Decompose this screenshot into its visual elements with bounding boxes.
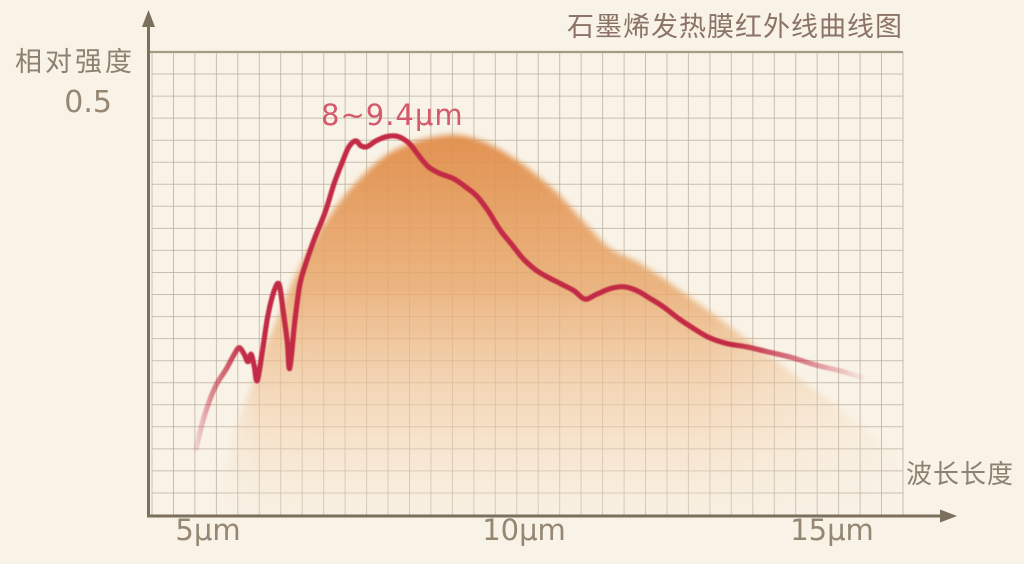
y-axis-tick-0-5: 0.5 <box>64 85 112 120</box>
y-axis-arrow-icon <box>142 10 155 27</box>
y-axis-label: 相对强度 <box>15 47 135 78</box>
peak-range-annotation: 8~9.4μm <box>321 98 464 132</box>
emission-area-path <box>213 134 904 515</box>
axes <box>142 10 957 523</box>
x-axis-tick-15um: 15μm <box>790 513 874 547</box>
intensity-curve <box>193 133 865 451</box>
x-axis-label: 波长长度 <box>906 460 1015 490</box>
x-axis-tick-5um: 5μm <box>175 513 241 547</box>
x-axis-tick-10um: 10μm <box>482 513 566 547</box>
intensity-curve-path <box>193 133 865 451</box>
x-axis-arrow-icon <box>940 509 957 523</box>
chart-title: 石墨烯发热膜红外线曲线图 <box>567 12 903 43</box>
emission-gradient-area <box>213 134 904 515</box>
